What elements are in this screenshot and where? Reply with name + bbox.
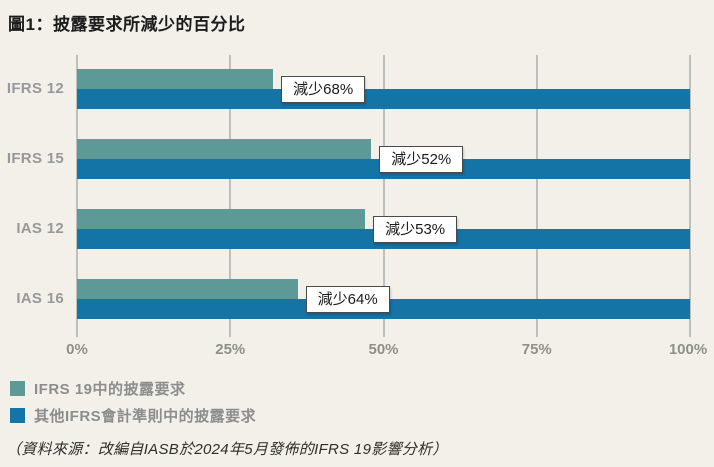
gridline-100 — [689, 55, 691, 337]
x-tick-0: 0% — [66, 341, 88, 358]
legend: IFRS 19中的披露要求 其他IFRS會計準則中的披露要求 — [10, 379, 256, 433]
bar-ifrs19-ias16 — [77, 279, 298, 299]
source-note: （資料來源：改編自IASB於2024年5月發佈的IFRS 19影響分析） — [6, 441, 448, 458]
bar-label-ias16: 減少64% — [305, 286, 390, 313]
gridline-50 — [382, 55, 385, 337]
category-label-ias16: IAS 16 — [16, 290, 64, 307]
x-tick-75: 75% — [521, 341, 552, 358]
gridline-0 — [76, 55, 78, 337]
bar-group-ifrs15: 減少52% — [77, 139, 690, 179]
gridline-75 — [535, 55, 538, 337]
x-tick-100: 100% — [668, 341, 708, 358]
legend-label-ifrs19: IFRS 19中的披露要求 — [34, 381, 186, 398]
bar-group-ifrs12: 減少68% — [77, 69, 690, 109]
chart-title: 圖1：披露要求所減少的百分比 — [8, 15, 246, 34]
legend-swatch-blue-icon — [10, 408, 25, 423]
bar-ifrs19-ias12 — [77, 209, 366, 229]
category-label-ias12: IAS 12 — [16, 220, 64, 237]
bar-group-ias12: 減少53% — [77, 209, 690, 249]
gridline-25 — [229, 55, 232, 337]
bar-ifrs19-ifrs12 — [77, 69, 274, 89]
legend-item-other-ifrs: 其他IFRS會計準則中的披露要求 — [10, 406, 256, 425]
bar-ifrs19-ifrs15 — [77, 139, 372, 159]
x-tick-50: 50% — [368, 341, 399, 358]
bar-label-ifrs15: 減少52% — [379, 146, 464, 173]
bar-other-ifrs12 — [77, 89, 690, 109]
legend-label-other-ifrs: 其他IFRS會計準則中的披露要求 — [34, 408, 257, 425]
bar-group-ias16: 減少64% — [77, 279, 690, 319]
x-tick-25: 25% — [215, 341, 246, 358]
legend-swatch-teal-icon — [10, 381, 25, 396]
bar-label-ifrs12: 減少68% — [281, 76, 366, 103]
bar-label-ias12: 減少53% — [373, 216, 458, 243]
category-label-ifrs15: IFRS 15 — [6, 150, 64, 167]
legend-item-ifrs19: IFRS 19中的披露要求 — [10, 379, 256, 398]
category-label-ifrs12: IFRS 12 — [6, 80, 64, 97]
plot-area: 減少68% 減少52% 減少53% 減少64% — [76, 55, 691, 337]
